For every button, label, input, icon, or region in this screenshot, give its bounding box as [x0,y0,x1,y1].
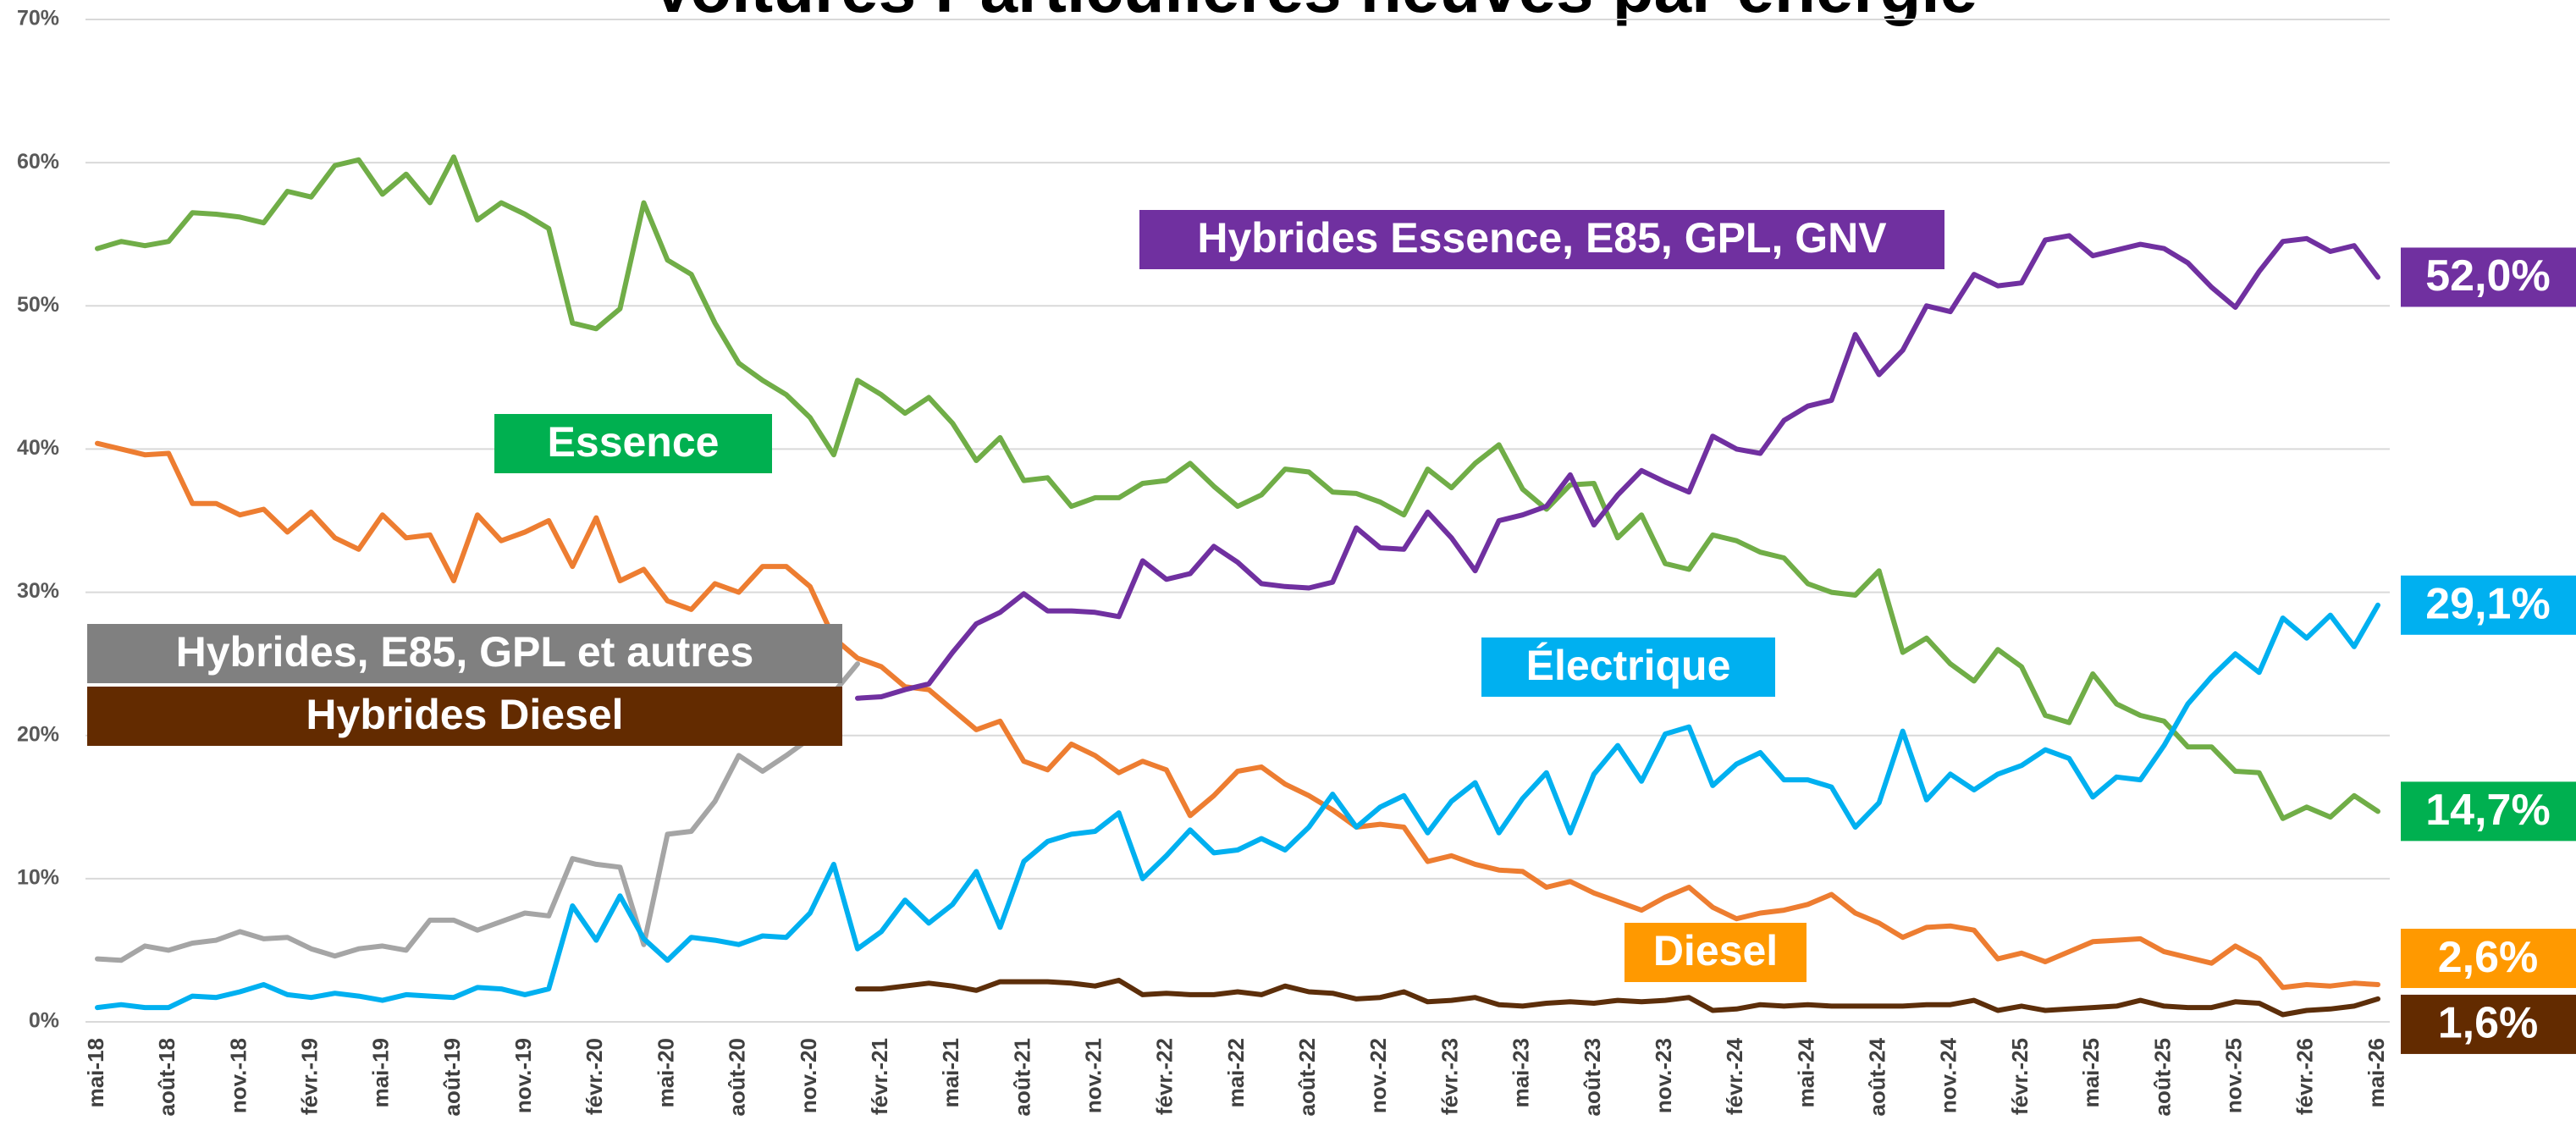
data-label: 1,6% [2438,999,2539,1048]
series-line [855,233,2380,701]
end-label-box [2401,575,2576,635]
x-tick-label: nov.-24 [1936,1037,1961,1113]
x-tick-label: mai-19 [368,1038,394,1107]
x-tick-label: mai-18 [83,1038,108,1107]
x-tick-label: mai-23 [1509,1038,1534,1107]
series-label: Électrique [1526,642,1731,689]
x-tick-label: mai-22 [1223,1038,1249,1107]
y-tick-label: 50% [17,293,59,317]
series-label-box [494,414,772,473]
series-label-box [1481,637,1775,697]
x-tick-label: août-19 [439,1038,465,1116]
x-tick-label: mai-21 [938,1038,963,1107]
x-tick-label: mai-25 [2078,1038,2104,1107]
end-label-box [2401,994,2576,1054]
chart-title: Voitures Particulières neuves par énergi… [650,0,1978,26]
x-tick-label: nov.-18 [225,1038,251,1113]
x-tick-label: févr.-19 [296,1038,322,1115]
y-tick-label: 70% [17,7,59,30]
series-label-box [1139,210,1944,269]
x-tick-label: nov.-19 [510,1038,536,1113]
series-label: Hybrides, E85, GPL et autres [176,628,754,676]
series-line [95,154,2380,821]
x-tick-label: nov.-23 [1651,1038,1676,1113]
y-tick-label: 40% [17,436,59,460]
series-label-box [1624,923,1807,982]
data-label: 2,6% [2438,933,2539,982]
x-tick-label: mai-26 [2364,1038,2389,1107]
x-tick-label: févr.-22 [1152,1038,1178,1115]
series-label: Hybrides Essence, E85, GPL, GNV [1197,214,1887,262]
series-line [95,440,2380,991]
x-tick-label: févr.-21 [867,1038,892,1115]
series-line [95,602,2380,1011]
x-tick-label: août-18 [154,1038,179,1116]
y-tick-label: 20% [17,722,59,746]
x-tick-label: févr.-26 [2292,1038,2318,1115]
x-tick-label: mai-24 [1793,1037,1818,1107]
series-label: Diesel [1653,927,1778,974]
series-label-box [87,624,842,683]
data-label: 14,7% [2425,786,2550,835]
series-line [855,977,2380,1018]
x-tick-label: févr.-20 [582,1038,607,1115]
y-tick-label: 10% [17,865,59,889]
x-tick-label: août-24 [1865,1037,1890,1116]
x-tick-label: nov.-25 [2220,1038,2246,1113]
x-tick-label: févr.-24 [1722,1037,1747,1115]
series-label: Hybrides Diesel [306,691,623,738]
y-tick-label: 60% [17,150,59,174]
x-tick-label: août-22 [1294,1038,1320,1116]
data-label: 52,0% [2425,251,2550,301]
series-label-box [87,687,842,746]
x-tick-label: févr.-25 [2007,1038,2033,1115]
x-tick-label: août-23 [1580,1038,1605,1116]
y-tick-label: 0% [29,1009,59,1033]
series-label: Essence [548,418,720,466]
series-line [95,661,860,963]
x-tick-label: nov.-21 [1081,1038,1106,1113]
x-tick-label: août-25 [2149,1038,2175,1116]
x-tick-label: nov.-22 [1365,1038,1391,1113]
end-label-box [2401,929,2576,989]
x-tick-label: nov.-20 [796,1038,821,1113]
x-tick-label: févr.-23 [1437,1038,1462,1115]
end-label-box [2401,247,2576,307]
end-label-box [2401,781,2576,842]
x-tick-label: mai-20 [653,1038,678,1107]
data-label: 29,1% [2425,580,2550,629]
x-tick-label: août-20 [725,1038,750,1116]
y-tick-label: 30% [17,579,59,603]
x-tick-label: août-21 [1009,1038,1034,1116]
